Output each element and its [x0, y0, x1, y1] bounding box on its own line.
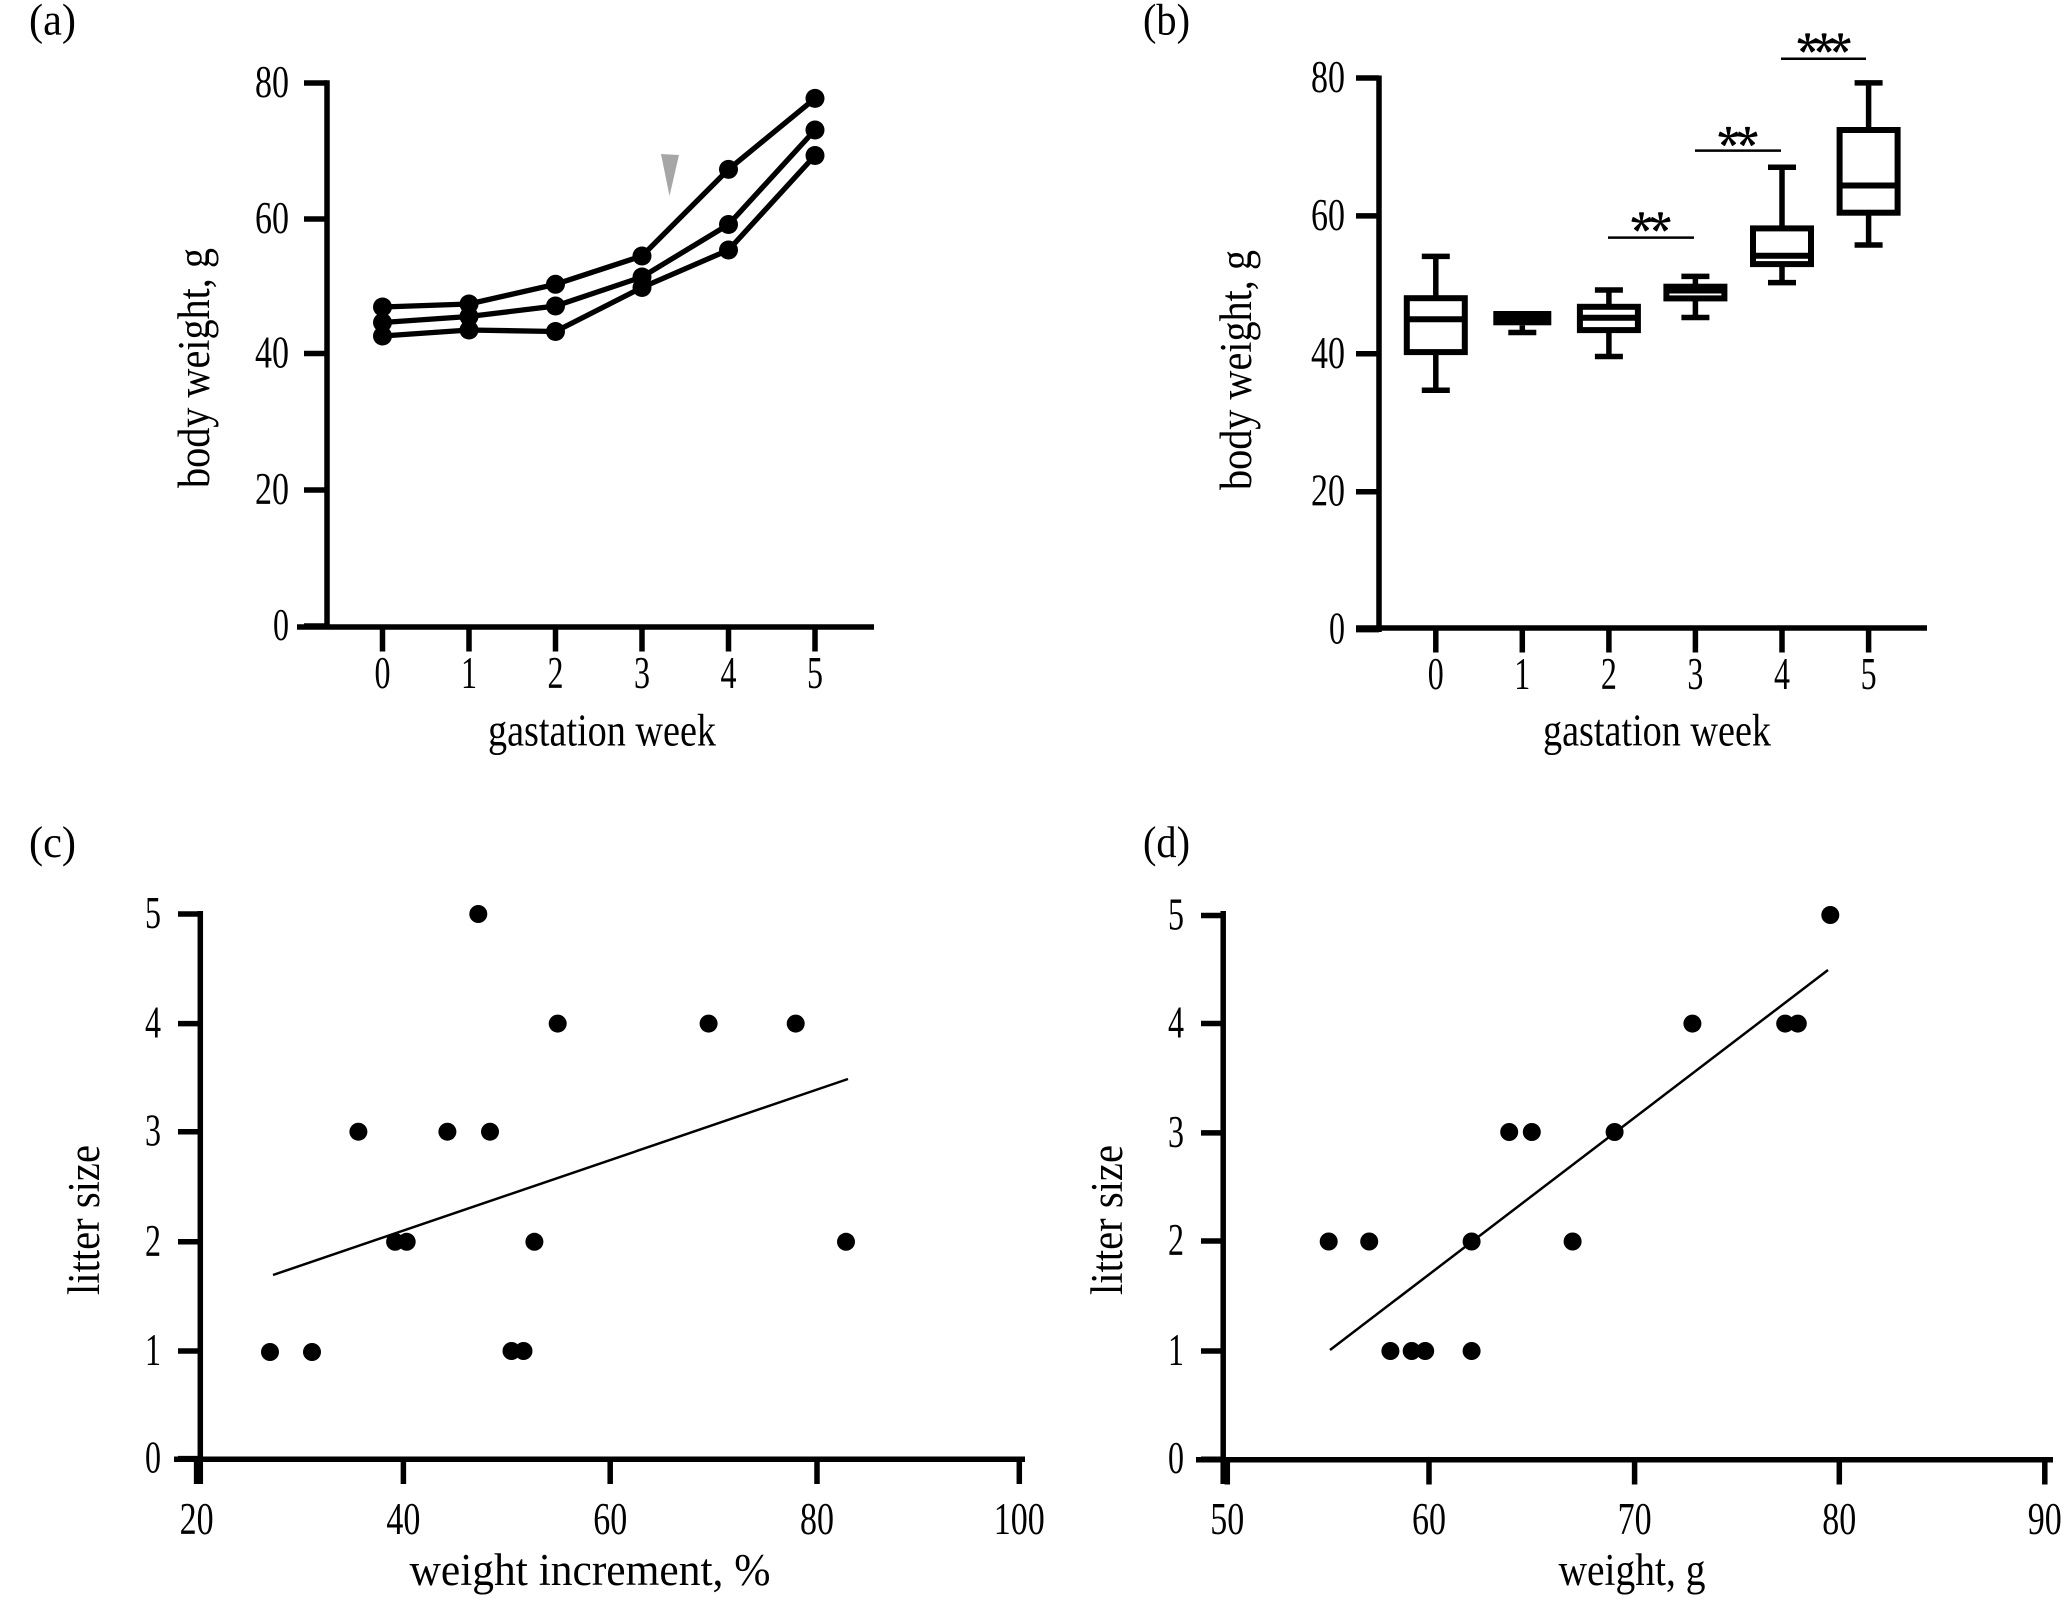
svg-text:gastation week: gastation week — [488, 706, 716, 756]
svg-text:1: 1 — [145, 1325, 161, 1375]
svg-text:50: 50 — [1210, 1494, 1244, 1544]
svg-text:80: 80 — [800, 1494, 834, 1544]
svg-text:body weight, g: body weight, g — [169, 248, 219, 488]
svg-text:weight, g: weight, g — [1559, 1545, 1706, 1595]
svg-text:5: 5 — [1861, 649, 1877, 699]
svg-text:4: 4 — [145, 998, 161, 1048]
svg-text:70: 70 — [1618, 1494, 1652, 1544]
svg-text:90: 90 — [2028, 1494, 2062, 1544]
svg-text:20: 20 — [180, 1494, 214, 1544]
svg-text:3: 3 — [1168, 1107, 1184, 1157]
svg-text:5: 5 — [1168, 890, 1184, 940]
svg-text:2: 2 — [548, 648, 564, 698]
svg-text:3: 3 — [634, 648, 650, 698]
svg-text:(d): (d) — [1143, 818, 1190, 867]
svg-text:gastation week: gastation week — [1543, 706, 1771, 756]
svg-text:60: 60 — [593, 1494, 627, 1544]
svg-text:(b): (b) — [1143, 0, 1190, 45]
svg-text:0: 0 — [1329, 604, 1345, 654]
svg-text:1: 1 — [1168, 1325, 1184, 1375]
svg-text:2: 2 — [145, 1216, 161, 1266]
svg-text:80: 80 — [1822, 1494, 1856, 1544]
svg-text:weight increment, %: weight increment, % — [410, 1545, 771, 1595]
svg-text:5: 5 — [145, 888, 161, 938]
svg-text:0: 0 — [273, 600, 289, 650]
svg-text:0: 0 — [1168, 1433, 1184, 1483]
svg-text:3: 3 — [145, 1106, 161, 1156]
svg-text:60: 60 — [1311, 190, 1345, 240]
svg-text:4: 4 — [1168, 998, 1184, 1048]
svg-text:20: 20 — [1311, 466, 1345, 516]
svg-text:(c): (c) — [29, 818, 76, 867]
svg-text:litter size: litter size — [1082, 1145, 1132, 1295]
svg-text:0: 0 — [145, 1433, 161, 1483]
svg-text:5: 5 — [807, 648, 823, 698]
svg-text:100: 100 — [994, 1494, 1045, 1544]
svg-text:40: 40 — [386, 1494, 420, 1544]
svg-text:(a): (a) — [29, 0, 76, 45]
svg-text:1: 1 — [461, 648, 477, 698]
svg-text:body weight, g: body weight, g — [1211, 250, 1261, 490]
svg-text:0: 0 — [1428, 649, 1444, 699]
svg-text:4: 4 — [1774, 649, 1790, 699]
svg-text:20: 20 — [255, 464, 289, 514]
svg-text:40: 40 — [1311, 328, 1345, 378]
svg-text:2: 2 — [1168, 1215, 1184, 1265]
svg-text:4: 4 — [721, 648, 737, 698]
svg-text:0: 0 — [375, 648, 391, 698]
svg-text:80: 80 — [1311, 52, 1345, 102]
svg-text:litter size: litter size — [59, 1145, 109, 1295]
svg-text:40: 40 — [255, 328, 289, 378]
svg-text:3: 3 — [1687, 649, 1703, 699]
svg-text:2: 2 — [1601, 649, 1617, 699]
svg-text:80: 80 — [255, 57, 289, 107]
svg-text:1: 1 — [1514, 649, 1530, 699]
svg-text:60: 60 — [1412, 1494, 1446, 1544]
svg-text:60: 60 — [255, 193, 289, 243]
